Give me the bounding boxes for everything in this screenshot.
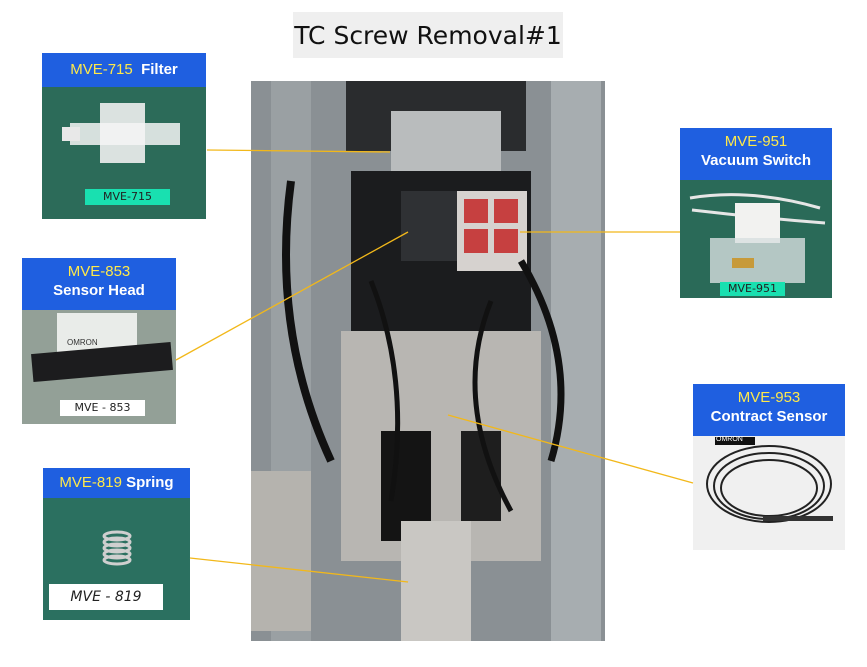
part-header: MVE-951 Vacuum Switch (680, 128, 832, 180)
part-card-sensor-head: MVE-853 Sensor Head OMRON MVE - 853 (22, 258, 176, 424)
contract-sensor-photo (693, 436, 845, 550)
part-card-contract-sensor: MVE-953 Contract Sensor OMRON (693, 384, 845, 550)
part-card-spring: MVE-819 Spring MVE - 819 (43, 468, 190, 620)
sensor-head-photo (22, 310, 176, 424)
part-header: MVE-853 Sensor Head (22, 258, 176, 310)
filter-photo (42, 87, 206, 219)
part-header: MVE-953 Contract Sensor (693, 384, 845, 436)
part-tag: MVE - 853 (60, 400, 145, 416)
omron-label: OMRON (716, 436, 743, 443)
vacuum-switch-photo (680, 180, 832, 298)
omron-label: OMRON (67, 338, 98, 347)
part-header: MVE-819 Spring (43, 468, 190, 498)
part-header: MVE-715 Filter (42, 53, 206, 87)
part-card-filter: MVE-715 Filter MVE-715 (42, 53, 206, 219)
part-tag: MVE - 819 (49, 584, 163, 610)
part-tag: MVE-951 (720, 282, 785, 296)
page-title: TC Screw Removal#1 (293, 12, 563, 58)
part-tag: MVE-715 (85, 189, 170, 205)
part-card-vacuum-switch: MVE-951 Vacuum Switch MVE-951 (680, 128, 832, 298)
machine-photo (251, 81, 605, 641)
